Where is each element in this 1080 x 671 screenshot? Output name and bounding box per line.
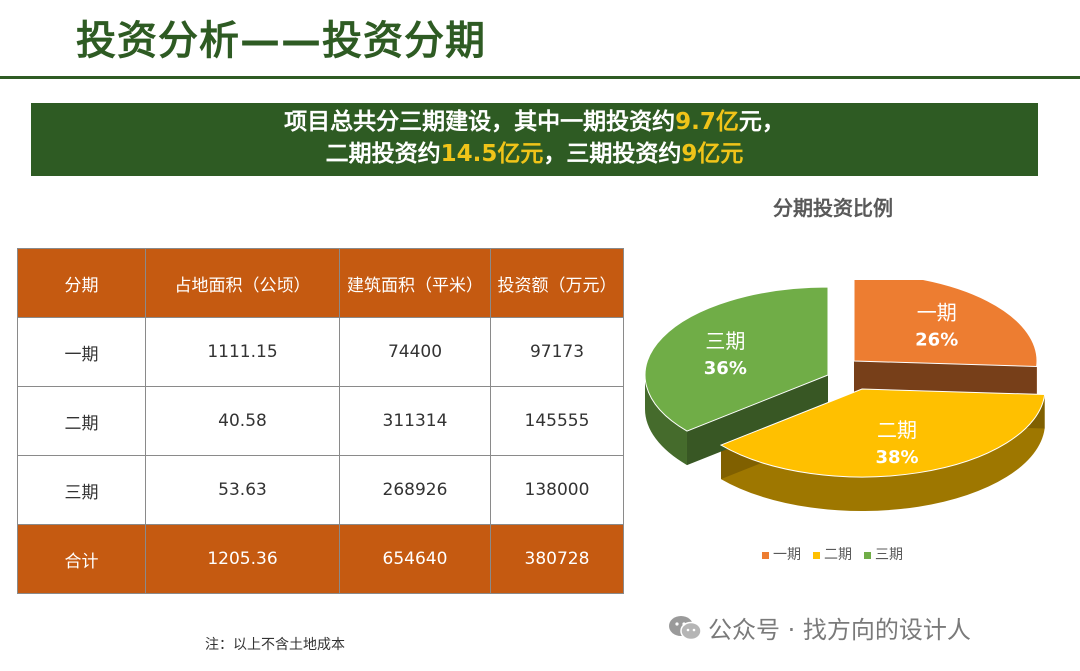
legend-swatch bbox=[864, 551, 871, 559]
legend-item: 一期 bbox=[762, 544, 801, 564]
pie-slice-2 bbox=[719, 388, 1046, 478]
watermark-text: 公众号 · 找方向的设计人 bbox=[708, 616, 971, 644]
banner-highlight: 9亿元 bbox=[681, 141, 744, 167]
pie-value-label: 38% bbox=[876, 447, 919, 468]
banner-line-1: 项目总共分三期建设，其中一期投资约9.7亿元， bbox=[31, 106, 1038, 138]
banner-text: 元， bbox=[738, 109, 785, 135]
table-cell: 145555 bbox=[490, 386, 624, 456]
table-cell: 1205.36 bbox=[145, 524, 340, 594]
table-row: 二期 40.58 311314 145555 bbox=[17, 386, 624, 456]
table-row: 一期 1111.15 74400 97173 bbox=[17, 317, 624, 387]
title-divider bbox=[0, 76, 1080, 79]
legend-item: 二期 bbox=[813, 544, 852, 564]
pie-value-label: 36% bbox=[704, 358, 747, 379]
table-cell: 654640 bbox=[339, 524, 491, 594]
table-header-cell: 建筑面积（平米） bbox=[339, 248, 491, 318]
legend-item: 三期 bbox=[864, 544, 903, 564]
pie-slice-3 bbox=[644, 286, 829, 432]
summary-banner: 项目总共分三期建设，其中一期投资约9.7亿元， 二期投资约14.5亿元，三期投资… bbox=[31, 103, 1038, 176]
chart-title: 分期投资比例 bbox=[773, 196, 893, 220]
pie-slice-side bbox=[720, 394, 1045, 511]
table-cell: 1111.15 bbox=[145, 317, 340, 387]
table-header-row: 分期 占地面积（公顷） 建筑面积（平米） 投资额（万元） bbox=[17, 248, 624, 318]
legend-swatch bbox=[813, 551, 820, 559]
pie-chart: 一期 26% 二期 38% 三期 36% bbox=[644, 280, 1046, 511]
table-cell: 380728 bbox=[490, 524, 624, 594]
banner-highlight: 9.7亿 bbox=[675, 109, 739, 135]
banner-text: ，三期投资约 bbox=[543, 141, 682, 167]
table-cell: 74400 bbox=[339, 317, 491, 387]
footnote: 注：以上不含土地成本 bbox=[205, 637, 345, 653]
table-cell: 二期 bbox=[17, 386, 146, 456]
table-header-cell: 分期 bbox=[17, 248, 146, 318]
pie-slice-side bbox=[645, 375, 687, 466]
pie-category-label: 三期 bbox=[705, 329, 745, 353]
banner-text: 项目总共分三期建设，其中一期投资约 bbox=[284, 109, 676, 135]
table-cell: 138000 bbox=[490, 455, 624, 525]
banner-highlight: 14.5亿元 bbox=[440, 141, 544, 167]
pie-slice-1 bbox=[853, 280, 1038, 368]
watermark: 公众号 · 找方向的设计人 bbox=[668, 610, 971, 648]
banner-line-2: 二期投资约14.5亿元，三期投资约9亿元 bbox=[31, 138, 1038, 170]
pie-slice-edge bbox=[686, 375, 828, 466]
table-header-cell: 占地面积（公顷） bbox=[145, 248, 340, 318]
table-row: 三期 53.63 268926 138000 bbox=[17, 455, 624, 525]
pie-category-label: 一期 bbox=[917, 301, 957, 325]
table-cell: 268926 bbox=[339, 455, 491, 525]
legend-label: 二期 bbox=[824, 547, 852, 563]
table-total-row: 合计 1205.36 654640 380728 bbox=[17, 524, 624, 594]
pie-category-label: 二期 bbox=[877, 418, 917, 442]
table-cell: 三期 bbox=[17, 455, 146, 525]
legend-label: 三期 bbox=[875, 547, 903, 563]
page-title: 投资分析——投资分期 bbox=[76, 18, 486, 64]
pie-value-label: 26% bbox=[915, 330, 958, 351]
table-cell: 一期 bbox=[17, 317, 146, 387]
table-cell: 311314 bbox=[339, 386, 491, 456]
investment-table: 分期 占地面积（公顷） 建筑面积（平米） 投资额（万元） 一期 1111.15 … bbox=[17, 248, 624, 594]
legend-label: 一期 bbox=[773, 547, 801, 563]
table-cell: 40.58 bbox=[145, 386, 340, 456]
legend-swatch bbox=[762, 551, 769, 559]
wechat-icon bbox=[668, 614, 702, 648]
table-header-cell: 投资额（万元） bbox=[490, 248, 624, 318]
table-cell: 97173 bbox=[490, 317, 624, 387]
table-cell: 53.63 bbox=[145, 455, 340, 525]
table-cell: 合计 bbox=[17, 524, 146, 594]
chart-legend: 一期 二期 三期 bbox=[762, 544, 915, 564]
banner-text: 二期投资约 bbox=[325, 141, 441, 167]
